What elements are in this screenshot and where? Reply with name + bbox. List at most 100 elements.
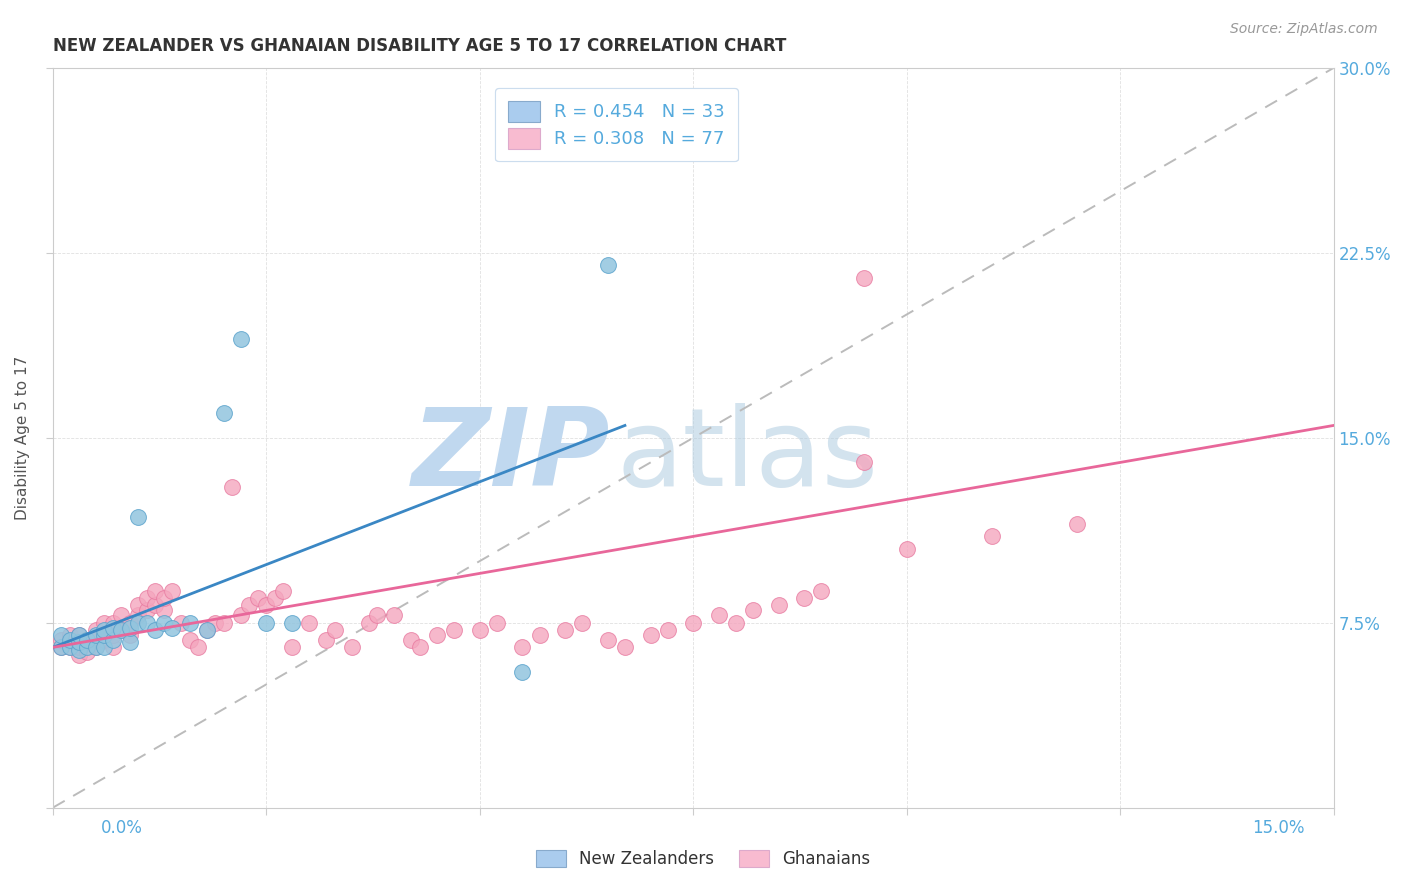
- Point: [554, 623, 576, 637]
- Point: [485, 615, 508, 630]
- Point: [67, 640, 90, 655]
- Point: [127, 509, 149, 524]
- Point: [127, 599, 149, 613]
- Point: [145, 623, 167, 637]
- Point: [426, 628, 449, 642]
- Point: [153, 603, 176, 617]
- Point: [51, 632, 73, 647]
- Point: [93, 615, 115, 630]
- Point: [742, 603, 765, 617]
- Point: [468, 623, 491, 637]
- Legend: New Zealanders, Ghanaians: New Zealanders, Ghanaians: [529, 843, 877, 875]
- Point: [118, 615, 141, 630]
- Point: [67, 648, 90, 662]
- Point: [443, 623, 465, 637]
- Point: [315, 632, 337, 647]
- Point: [596, 632, 619, 647]
- Point: [529, 628, 551, 642]
- Point: [67, 628, 90, 642]
- Point: [101, 615, 124, 630]
- Point: [110, 623, 132, 637]
- Point: [59, 632, 82, 647]
- Point: [384, 608, 406, 623]
- Point: [76, 645, 98, 659]
- Point: [127, 615, 149, 630]
- Point: [596, 258, 619, 272]
- Point: [229, 608, 252, 623]
- Point: [281, 615, 304, 630]
- Point: [896, 541, 918, 556]
- Point: [145, 583, 167, 598]
- Point: [195, 623, 218, 637]
- Point: [273, 583, 295, 598]
- Point: [571, 615, 593, 630]
- Point: [187, 640, 209, 655]
- Point: [101, 632, 124, 647]
- Point: [153, 615, 176, 630]
- Point: [810, 583, 832, 598]
- Point: [246, 591, 269, 605]
- Point: [118, 621, 141, 635]
- Point: [110, 623, 132, 637]
- Point: [724, 615, 747, 630]
- Text: atlas: atlas: [616, 403, 879, 509]
- Point: [281, 640, 304, 655]
- Point: [84, 628, 107, 642]
- Text: 0.0%: 0.0%: [101, 819, 143, 837]
- Point: [67, 628, 90, 642]
- Point: [264, 591, 287, 605]
- Point: [84, 640, 107, 655]
- Point: [67, 635, 90, 649]
- Point: [212, 406, 235, 420]
- Point: [93, 640, 115, 655]
- Point: [135, 615, 157, 630]
- Point: [254, 615, 277, 630]
- Text: 15.0%: 15.0%: [1253, 819, 1305, 837]
- Point: [298, 615, 321, 630]
- Point: [118, 628, 141, 642]
- Point: [153, 591, 176, 605]
- Point: [162, 621, 184, 635]
- Point: [101, 628, 124, 642]
- Point: [93, 623, 115, 637]
- Point: [212, 615, 235, 630]
- Point: [657, 623, 679, 637]
- Text: Source: ZipAtlas.com: Source: ZipAtlas.com: [1230, 22, 1378, 37]
- Legend: R = 0.454   N = 33, R = 0.308   N = 77: R = 0.454 N = 33, R = 0.308 N = 77: [495, 88, 738, 161]
- Point: [51, 640, 73, 655]
- Point: [135, 603, 157, 617]
- Point: [179, 632, 201, 647]
- Point: [93, 628, 115, 642]
- Point: [707, 608, 730, 623]
- Point: [357, 615, 380, 630]
- Point: [852, 270, 875, 285]
- Point: [613, 640, 636, 655]
- Point: [110, 608, 132, 623]
- Point: [84, 632, 107, 647]
- Point: [145, 599, 167, 613]
- Point: [67, 643, 90, 657]
- Point: [682, 615, 704, 630]
- Text: ZIP: ZIP: [412, 403, 610, 509]
- Point: [793, 591, 815, 605]
- Point: [59, 640, 82, 655]
- Point: [170, 615, 193, 630]
- Point: [512, 665, 534, 679]
- Point: [84, 640, 107, 655]
- Point: [195, 623, 218, 637]
- Point: [221, 480, 243, 494]
- Point: [118, 635, 141, 649]
- Point: [127, 608, 149, 623]
- Point: [409, 640, 432, 655]
- Point: [1066, 517, 1088, 532]
- Point: [101, 621, 124, 635]
- Point: [76, 632, 98, 647]
- Point: [768, 599, 790, 613]
- Point: [852, 455, 875, 469]
- Point: [59, 628, 82, 642]
- Text: NEW ZEALANDER VS GHANAIAN DISABILITY AGE 5 TO 17 CORRELATION CHART: NEW ZEALANDER VS GHANAIAN DISABILITY AGE…: [53, 37, 786, 55]
- Y-axis label: Disability Age 5 to 17: Disability Age 5 to 17: [15, 356, 30, 520]
- Point: [204, 615, 226, 630]
- Point: [366, 608, 388, 623]
- Point: [51, 628, 73, 642]
